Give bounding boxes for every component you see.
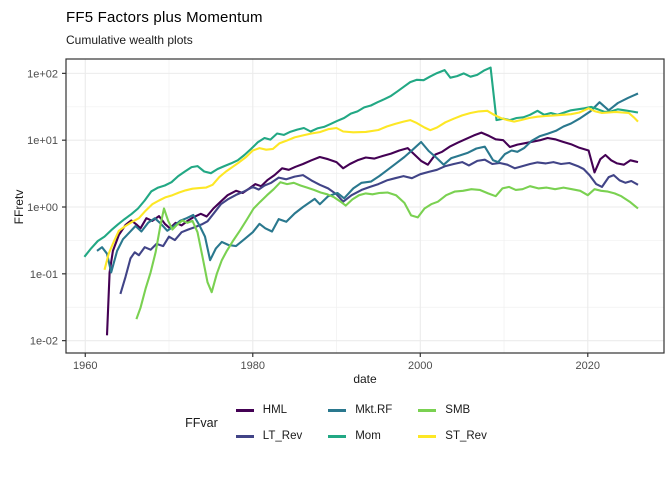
- legend-label-ST_Rev: ST_Rev: [445, 430, 487, 442]
- legend-grid: HML LT_Rev Mkt.RF Mom SMB ST_Rev: [235, 404, 487, 442]
- y-tick-label: 1e+02: [27, 68, 58, 80]
- page-subtitle: Cumulative wealth plots: [66, 33, 193, 47]
- x-tick-label: 2000: [408, 360, 432, 372]
- x-tick-label: 2020: [576, 360, 600, 372]
- legend-item-ST_Rev: ST_Rev: [418, 430, 487, 442]
- x-tick-label: 1960: [73, 360, 97, 372]
- legend-item-Mom: Mom: [328, 430, 392, 442]
- panel-border: [65, 58, 665, 354]
- legend-label-HML: HML: [262, 404, 288, 416]
- legend-label-SMB: SMB: [445, 404, 471, 416]
- y-axis-title: FFretv: [12, 189, 26, 225]
- legend-key-line-Mom: [328, 434, 347, 438]
- series-line-SMB: [135, 181, 639, 320]
- legend-label-Mkt.RF: Mkt.RF: [355, 404, 393, 416]
- series-line-LT_Rev: [119, 158, 639, 295]
- legend-key-line-HML: [235, 408, 254, 412]
- y-tick-label: 1e+00: [27, 202, 58, 214]
- x-axis-title: date: [353, 372, 377, 386]
- legend-label-LT_Rev: LT_Rev: [262, 430, 303, 442]
- series-line-ST_Rev: [103, 107, 639, 271]
- legend-item-Mkt.RF: Mkt.RF: [328, 404, 392, 416]
- legend-key-line-ST_Rev: [418, 434, 437, 438]
- y-tick-label: 1e-01: [30, 269, 58, 281]
- legend-key-line-Mkt.RF: [328, 408, 347, 412]
- legend-key-line-LT_Rev: [235, 434, 254, 438]
- series-line-HML: [105, 131, 639, 336]
- x-tick-label: 1980: [241, 360, 265, 372]
- series-line-Mkt.RF: [96, 92, 639, 274]
- legend-item-HML: HML: [235, 404, 302, 416]
- y-tick-label: 1e+01: [27, 135, 58, 147]
- legend-label-Mom: Mom: [355, 430, 381, 442]
- panel-background: [66, 59, 664, 353]
- page-title: FF5 Factors plus Momentum: [66, 9, 263, 26]
- legend-title: FFvar: [185, 416, 218, 430]
- legend: FFvar HML LT_Rev Mkt.RF Mom SMB ST_Rev: [0, 404, 672, 442]
- legend-item-LT_Rev: LT_Rev: [235, 430, 303, 442]
- legend-item-SMB: SMB: [418, 404, 487, 416]
- legend-key-line-SMB: [418, 408, 437, 412]
- series-line-Mom: [83, 66, 639, 258]
- y-tick-label: 1e-02: [30, 336, 58, 348]
